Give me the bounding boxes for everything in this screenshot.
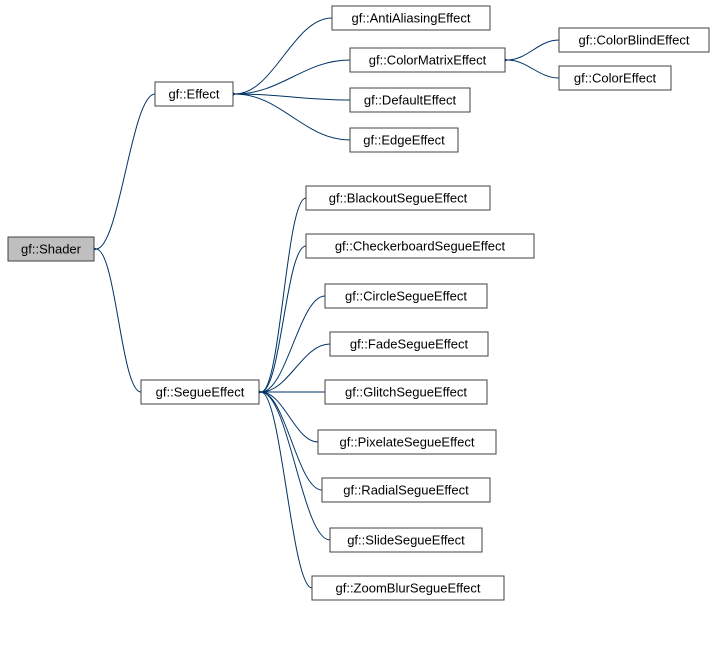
class-node-checker[interactable]: gf::CheckerboardSegueEffect [306,234,534,258]
class-node-defaulteffect[interactable]: gf::DefaultEffect [350,88,470,112]
class-node-label: gf::AntiAliasingEffect [352,10,471,25]
inheritance-edge-slide-to-segue [261,392,330,540]
class-node-pixelate[interactable]: gf::PixelateSegueEffect [318,430,496,454]
class-node-label: gf::BlackoutSegueEffect [329,190,468,205]
class-node-coloreffect[interactable]: gf::ColorEffect [559,66,671,90]
class-node-label: gf::SegueEffect [156,384,245,399]
inheritance-edge-circle-to-segue [261,296,325,392]
class-node-colormatrix[interactable]: gf::ColorMatrixEffect [350,48,505,72]
class-node-radial[interactable]: gf::RadialSegueEffect [322,478,490,502]
class-node-label: gf::CheckerboardSegueEffect [335,238,506,253]
class-node-slide[interactable]: gf::SlideSegueEffect [330,528,482,552]
class-node-glitch[interactable]: gf::GlitchSegueEffect [325,380,487,404]
class-node-colorblind[interactable]: gf::ColorBlindEffect [559,28,709,52]
class-node-antialias[interactable]: gf::AntiAliasingEffect [332,6,490,30]
class-node-label: gf::CircleSegueEffect [345,288,467,303]
class-node-edgeeffect[interactable]: gf::EdgeEffect [350,128,458,152]
inheritance-edge-edgeeffect-to-effect [235,94,350,140]
class-node-label: gf::ColorEffect [574,70,657,85]
class-node-label: gf::GlitchSegueEffect [345,384,467,399]
class-node-label: gf::ColorBlindEffect [578,32,689,47]
inheritance-edge-coloreffect-to-colormatrix [507,60,559,78]
inheritance-edge-antialias-to-effect [235,18,332,94]
class-node-effect[interactable]: gf::Effect [155,82,233,106]
class-node-label: gf::SlideSegueEffect [347,532,465,547]
inheritance-edge-checker-to-segue [261,246,306,392]
class-node-blackout[interactable]: gf::BlackoutSegueEffect [306,186,490,210]
inheritance-edge-segue-to-shader [96,249,141,392]
class-node-label: gf::EdgeEffect [363,132,445,147]
class-node-label: gf::RadialSegueEffect [343,482,469,497]
class-node-segue[interactable]: gf::SegueEffect [141,380,259,404]
class-node-shader[interactable]: gf::Shader [8,237,94,261]
class-node-zoomblur[interactable]: gf::ZoomBlurSegueEffect [312,576,504,600]
class-node-label: gf::FadeSegueEffect [350,336,469,351]
inheritance-edge-zoomblur-to-segue [261,392,312,588]
class-node-fade[interactable]: gf::FadeSegueEffect [330,332,488,356]
class-node-label: gf::ColorMatrixEffect [369,52,487,67]
inheritance-edge-blackout-to-segue [261,198,306,392]
class-node-label: gf::ZoomBlurSegueEffect [335,580,480,595]
class-node-circle[interactable]: gf::CircleSegueEffect [325,284,487,308]
class-node-label: gf::Effect [168,86,219,101]
class-node-label: gf::Shader [21,241,82,256]
inheritance-edge-defaulteffect-to-effect [235,94,350,100]
inheritance-diagram: gf::Shader gf::Effectgf::SegueEffect gf::A… [0,0,717,645]
class-node-label: gf::DefaultEffect [364,92,457,107]
class-node-label: gf::PixelateSegueEffect [340,434,475,449]
inheritance-edge-effect-to-shader [96,94,155,249]
inheritance-edge-colorblind-to-colormatrix [507,40,559,60]
inheritance-edge-fade-to-segue [261,344,330,392]
